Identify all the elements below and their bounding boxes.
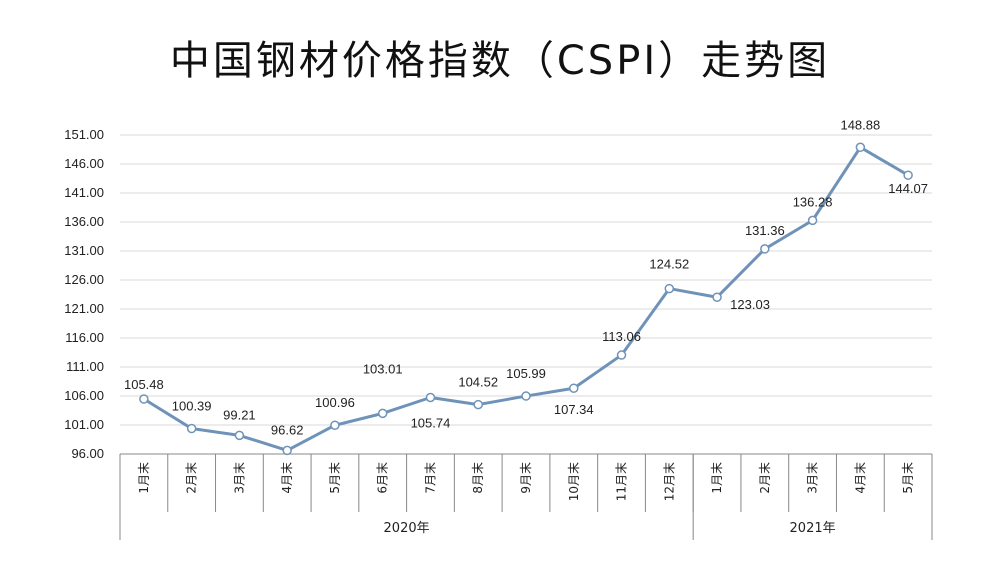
y-tick-label: 141.00 xyxy=(64,185,104,200)
x-category-label: 5月末 xyxy=(901,462,915,494)
year-labels: 2020年 2021年 xyxy=(384,521,836,536)
data-label: 105.99 xyxy=(506,366,546,381)
y-tick-label: 116.00 xyxy=(65,330,104,345)
data-label: 105.74 xyxy=(411,416,451,431)
y-tick-label: 111.00 xyxy=(66,359,104,374)
data-label: 107.34 xyxy=(554,402,594,417)
x-category-label: 12月末 xyxy=(662,462,676,501)
data-label: 104.52 xyxy=(458,375,498,390)
x-category-label: 4月末 xyxy=(853,462,867,494)
year-group-label: 2021年 xyxy=(790,521,836,536)
y-tick-label: 96.00 xyxy=(71,446,104,461)
data-point xyxy=(377,408,388,419)
data-label: 144.07 xyxy=(888,181,928,196)
x-category-label: 10月末 xyxy=(567,462,581,501)
data-point xyxy=(473,399,483,410)
data-label: 124.52 xyxy=(649,257,689,272)
data-point xyxy=(139,394,149,404)
data-point xyxy=(186,423,197,434)
chart-title: 中国钢材价格指数（CSPI）走势图 xyxy=(169,38,831,84)
grid-lines xyxy=(120,134,932,455)
year-group-label: 2020年 xyxy=(384,521,430,536)
data-point xyxy=(903,170,913,180)
x-category-label: 8月末 xyxy=(471,462,485,494)
data-label: 100.96 xyxy=(315,395,355,410)
data-label: 113.06 xyxy=(602,329,641,344)
x-category-label: 1月末 xyxy=(710,462,724,494)
y-tick-label: 131.00 xyxy=(64,243,104,258)
data-labels: 105.48 100.39 99.21 96.62 100.96 103.01 105.74… xyxy=(124,117,928,437)
x-category-label: 2月末 xyxy=(758,462,772,494)
data-point xyxy=(760,244,770,254)
data-point xyxy=(712,292,722,302)
data-point xyxy=(234,430,245,441)
y-tick-label: 151.00 xyxy=(64,127,104,142)
data-point xyxy=(282,445,292,456)
data-label: 99.21 xyxy=(223,407,256,422)
y-tick-label: 146.00 xyxy=(64,156,104,171)
data-point xyxy=(425,392,436,403)
y-tick-label: 136.00 xyxy=(64,214,104,229)
x-category-label: 1月末 xyxy=(137,462,151,494)
data-label: 131.36 xyxy=(745,223,785,238)
x-category-label: 7月末 xyxy=(423,462,437,494)
x-category-label: 11月末 xyxy=(615,462,629,501)
x-category-label: 6月末 xyxy=(376,462,390,494)
category-labels: 1月末 2月末 3月末 4月末 5月末 6月末 7月末 8月末 9月末 10月末 11月末 12月末 1… xyxy=(137,462,915,501)
y-axis-ticks: 96.00 101.00 106.00 111.00 116.00 121.00 126.0… xyxy=(64,127,104,461)
y-tick-label: 106.00 xyxy=(64,388,104,403)
data-label: 100.39 xyxy=(172,399,212,414)
y-tick-label: 126.00 xyxy=(64,272,104,287)
data-label: 136.28 xyxy=(793,194,833,209)
data-label: 148.88 xyxy=(840,117,880,132)
data-label: 123.03 xyxy=(730,297,770,312)
data-point xyxy=(807,215,818,226)
y-tick-label: 101.00 xyxy=(64,417,104,432)
x-category-label: 3月末 xyxy=(232,462,246,494)
data-label: 96.62 xyxy=(271,422,304,437)
axis-lines xyxy=(119,453,933,540)
data-point xyxy=(521,391,531,401)
x-category-label: 9月末 xyxy=(519,462,533,494)
x-category-label: 2月末 xyxy=(185,462,199,494)
data-point xyxy=(664,283,675,294)
data-point xyxy=(855,142,866,153)
x-category-label: 4月末 xyxy=(280,462,294,494)
data-label: 103.01 xyxy=(363,361,403,376)
data-point xyxy=(616,350,627,360)
x-category-label: 5月末 xyxy=(328,462,342,494)
data-point xyxy=(569,383,579,393)
x-category-label: 3月末 xyxy=(806,462,820,494)
data-point xyxy=(330,420,340,430)
data-points xyxy=(139,142,913,456)
y-tick-label: 121.00 xyxy=(64,301,104,316)
data-label: 105.48 xyxy=(124,377,164,392)
